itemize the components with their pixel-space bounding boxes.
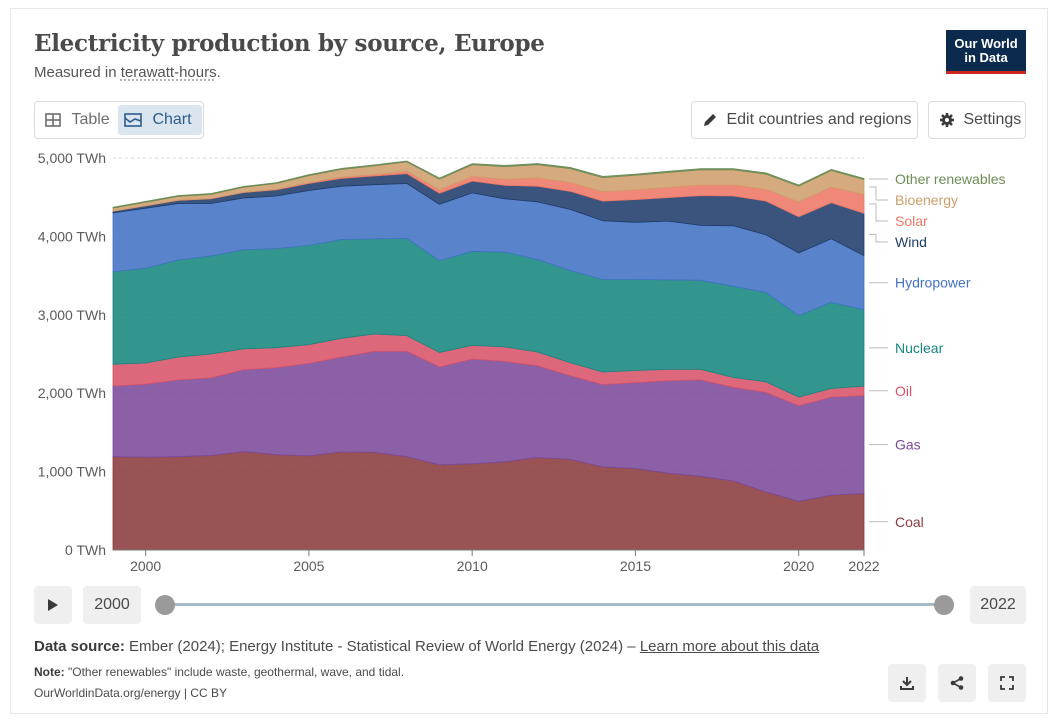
x-tick-label: 2005	[293, 558, 324, 574]
share-button[interactable]	[938, 664, 976, 702]
legend-label-solar[interactable]: Solar	[895, 213, 928, 229]
y-tick-label: 5,000 TWh	[38, 150, 106, 166]
chart-subtitle: Measured in terawatt-hours.	[34, 64, 221, 81]
timeline-start-handle[interactable]	[155, 595, 175, 615]
share-icon	[950, 676, 964, 690]
y-tick-label: 3,000 TWh	[38, 307, 106, 323]
x-tick-label: 2022	[848, 558, 879, 574]
y-tick-label: 1,000 TWh	[38, 464, 106, 480]
area-series	[112, 160, 865, 551]
edit-countries-button[interactable]: Edit countries and regions	[691, 101, 918, 139]
legend-label-oil[interactable]: Oil	[895, 383, 912, 399]
chart-note: Note: "Other renewables" include waste, …	[34, 665, 404, 679]
y-tick-label: 2,000 TWh	[38, 385, 106, 401]
legend-label-wind[interactable]: Wind	[895, 234, 927, 250]
download-icon	[900, 677, 914, 690]
x-tick-label: 2000	[130, 558, 161, 574]
timeline-end-handle[interactable]	[934, 595, 954, 615]
credit-line[interactable]: OurWorldinData.org/energy | CC BY	[34, 686, 227, 700]
play-icon	[48, 599, 58, 611]
tab-chart[interactable]: Chart	[118, 105, 202, 135]
note-text: "Other renewables" include waste, geothe…	[64, 665, 405, 679]
gear-icon	[940, 112, 954, 127]
timeline-end-year[interactable]: 2022	[970, 586, 1026, 624]
legend-label-hydropower[interactable]: Hydropower	[895, 275, 971, 291]
x-tick-label: 2010	[457, 558, 488, 574]
note-label: Note:	[34, 665, 65, 679]
legend-label-other-renewables[interactable]: Other renewables	[895, 171, 1006, 187]
data-source: Data source: Ember (2024); Energy Instit…	[34, 638, 819, 655]
tab-chart-label: Chart	[152, 111, 192, 128]
pencil-icon	[704, 113, 716, 126]
y-tick-label: 0 TWh	[65, 542, 106, 558]
source-label: Data source:	[34, 638, 125, 655]
axes: 0 TWh 1,000 TWh 2,000 TWh 3,000 TWh 4,000 TW…	[38, 150, 880, 574]
legend-connector-bioenergy	[869, 186, 888, 201]
x-tick-label: 2015	[620, 558, 651, 574]
legend-label-coal[interactable]: Coal	[895, 514, 924, 530]
timeline-track[interactable]	[163, 603, 944, 606]
owid-logo[interactable]: Our World in Data	[946, 30, 1026, 74]
legend: Other renewables Bioenergy Solar Wind Hydrop…	[869, 171, 1006, 530]
subtitle-prefix: Measured in	[34, 64, 121, 81]
legend-connector-wind	[869, 233, 888, 243]
fullscreen-icon	[1000, 676, 1014, 690]
legend-connector-solar	[869, 203, 888, 222]
learn-more-link[interactable]: Learn more about this data	[639, 638, 820, 655]
legend-label-nuclear[interactable]: Nuclear	[895, 340, 944, 356]
tab-table-label: Table	[71, 111, 110, 128]
y-tick-label: 4,000 TWh	[38, 228, 106, 244]
edit-countries-label: Edit countries and regions	[726, 111, 912, 128]
settings-label: Settings	[963, 111, 1022, 128]
unit-link[interactable]: terawatt-hours	[120, 64, 217, 81]
download-button[interactable]	[888, 664, 926, 702]
x-tick-label: 2020	[783, 558, 814, 574]
tab-table[interactable]: Table	[39, 105, 115, 135]
legend-label-bioenergy[interactable]: Bioenergy	[895, 192, 958, 208]
legend-label-gas[interactable]: Gas	[895, 437, 921, 453]
play-button[interactable]	[34, 586, 72, 624]
area-chart-icon	[124, 112, 142, 127]
logo-line-2: in Data	[964, 50, 1008, 65]
view-toggle: Table Chart	[34, 101, 204, 139]
fullscreen-button[interactable]	[988, 664, 1026, 702]
table-icon	[45, 112, 61, 127]
area-other-renewables[interactable]	[112, 160, 865, 209]
settings-button[interactable]: Settings	[928, 101, 1026, 139]
source-text: Ember (2024); Energy Institute - Statist…	[124, 638, 640, 655]
logo-line-1: Our World	[954, 36, 1018, 51]
timeline-start-year[interactable]: 2000	[83, 586, 141, 624]
subtitle-suffix: .	[216, 64, 221, 81]
chart-title: Electricity production by source, Europe	[34, 30, 545, 57]
